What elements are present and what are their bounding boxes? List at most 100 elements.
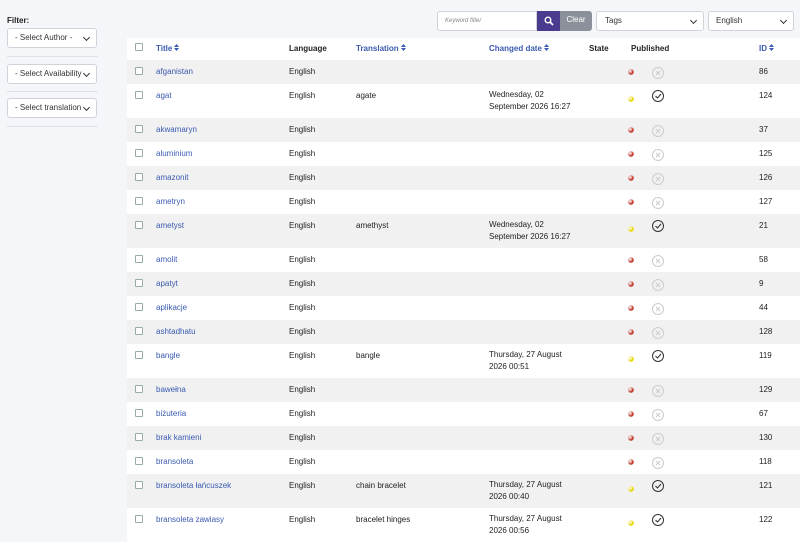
checkbox[interactable] — [135, 125, 143, 133]
title-link[interactable]: apatyt — [156, 279, 178, 288]
title-link[interactable]: aluminium — [156, 149, 193, 158]
checkbox[interactable] — [135, 303, 143, 311]
title-cell: bransoleta — [156, 450, 289, 474]
published-icon[interactable] — [631, 89, 691, 103]
title-link[interactable]: bransoleta zawiasy — [156, 515, 225, 524]
changed-cell — [489, 118, 589, 142]
checkbox[interactable] — [135, 67, 143, 75]
unpublished-icon[interactable] — [631, 456, 691, 470]
title-link[interactable]: amazonit — [156, 173, 189, 182]
tags-select[interactable]: Tags — [596, 11, 704, 31]
language-cell: English — [289, 385, 316, 394]
search-button[interactable] — [537, 11, 560, 31]
unpublished-icon[interactable] — [631, 148, 691, 162]
table-row: afganistan English 86 — [127, 60, 800, 84]
checkbox[interactable] — [135, 409, 143, 417]
published-icon[interactable] — [631, 513, 691, 527]
checkbox[interactable] — [135, 149, 143, 157]
changed-cell — [489, 402, 589, 426]
divider — [7, 126, 98, 127]
checkbox[interactable] — [135, 433, 143, 441]
checkbox[interactable] — [135, 481, 143, 489]
checkbox[interactable] — [135, 255, 143, 263]
sort-icon — [174, 44, 180, 51]
title-link[interactable]: amolit — [156, 255, 178, 264]
state-indicator — [628, 459, 634, 465]
translation-cell — [356, 450, 489, 474]
state-indicator — [628, 257, 634, 263]
unpublished-icon[interactable] — [631, 254, 691, 268]
header-label[interactable]: ID — [759, 44, 774, 53]
title-cell: ametyst — [156, 214, 289, 248]
translation-cell — [356, 426, 489, 450]
title-link[interactable]: ametyst — [156, 221, 185, 230]
published-cell — [631, 190, 759, 214]
changed-cell: Wednesday, 02 September 2026 16:27 — [489, 220, 571, 241]
unpublished-icon[interactable] — [631, 172, 691, 186]
changed-cell — [489, 142, 589, 166]
published-icon[interactable] — [631, 349, 691, 363]
unpublished-icon[interactable] — [631, 124, 691, 138]
title-link[interactable]: agat — [156, 91, 172, 100]
state-cell — [589, 60, 634, 84]
checkbox-cell — [127, 378, 156, 402]
availability-select[interactable]: - Select Availability — [7, 64, 97, 84]
unpublished-icon[interactable] — [631, 408, 691, 422]
state-cell — [589, 450, 634, 474]
language-select[interactable]: English — [708, 11, 794, 31]
unpublished-icon[interactable] — [631, 278, 691, 292]
published-icon[interactable] — [631, 479, 691, 493]
title-link[interactable]: biżuteria — [156, 409, 187, 418]
title-link[interactable]: bawełna — [156, 385, 186, 394]
keyword-input[interactable]: Keyword filter — [437, 11, 537, 31]
translation-select[interactable]: - Select translation — [7, 98, 97, 118]
unpublished-icon[interactable] — [631, 326, 691, 340]
author-select[interactable]: - Select Author - — [7, 28, 97, 48]
clear-button[interactable]: Clear — [560, 11, 592, 31]
checkbox[interactable] — [135, 515, 143, 523]
title-link[interactable]: brak kamieni — [156, 433, 202, 442]
title-link[interactable]: aplikacje — [156, 303, 188, 312]
unpublished-icon[interactable] — [631, 196, 691, 210]
title-link[interactable]: bransoleta łańcuszek — [156, 481, 232, 490]
header-label[interactable]: Changed date — [489, 44, 549, 53]
checkbox[interactable] — [135, 279, 143, 287]
table-row: amolit English 58 — [127, 248, 800, 272]
table-row: aluminium English 125 — [127, 142, 800, 166]
checkbox[interactable] — [135, 457, 143, 465]
title-link[interactable]: afganistan — [156, 67, 193, 76]
checkbox[interactable] — [135, 385, 143, 393]
column-header: Translation — [356, 38, 489, 60]
checkbox-cell — [127, 296, 156, 320]
column-header: Language — [289, 38, 356, 60]
state-cell — [589, 214, 634, 248]
table-row: apatyt English 9 — [127, 272, 800, 296]
language-cell: English — [289, 67, 316, 76]
title-link[interactable]: ametryn — [156, 197, 185, 206]
checkbox[interactable] — [135, 221, 143, 229]
title-link[interactable]: akwamaryn — [156, 125, 197, 134]
checkbox[interactable] — [135, 43, 143, 51]
published-icon[interactable] — [631, 219, 691, 233]
unpublished-icon[interactable] — [631, 384, 691, 398]
title-cell: biżuteria — [156, 402, 289, 426]
title-link[interactable]: bransoleta — [156, 457, 194, 466]
checkbox[interactable] — [135, 351, 143, 359]
header-label[interactable]: Title — [156, 44, 180, 53]
checkbox[interactable] — [135, 327, 143, 335]
title-cell: ametryn — [156, 190, 289, 214]
published-cell — [631, 474, 759, 508]
title-link[interactable]: bangle — [156, 351, 181, 360]
checkbox[interactable] — [135, 197, 143, 205]
checkbox[interactable] — [135, 91, 143, 99]
unpublished-icon[interactable] — [631, 302, 691, 316]
header-label: Language — [289, 44, 327, 53]
title-link[interactable]: ashtadhatu — [156, 327, 196, 336]
unpublished-icon[interactable] — [631, 432, 691, 446]
header-label[interactable]: Translation — [356, 44, 406, 53]
header-row: Title Language Translation Changed date Stat… — [127, 38, 800, 60]
checkbox[interactable] — [135, 173, 143, 181]
unpublished-icon[interactable] — [631, 66, 691, 80]
table-row: bransoleta łańcuszek English chain bracele… — [127, 474, 800, 508]
